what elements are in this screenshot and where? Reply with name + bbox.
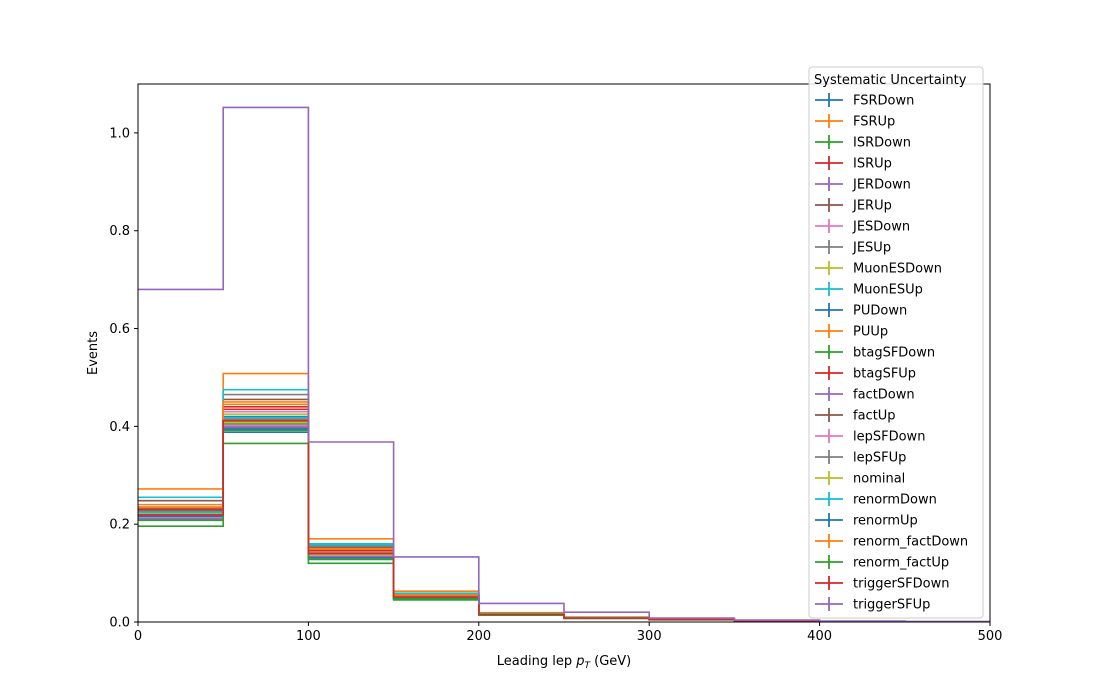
x-tick-label: 300: [637, 629, 662, 644]
legend-label: btagSFDown: [853, 346, 935, 361]
y-tick-label: 0.4: [109, 420, 130, 435]
x-axis-title-var: p: [575, 654, 584, 669]
legend-label: FSRDown: [853, 94, 914, 109]
legend-item-triggerSFDown: triggerSFDown: [815, 576, 949, 592]
legend-label: nominal: [853, 472, 905, 487]
x-axis-title: Leading lep pT (GeV): [497, 654, 631, 671]
legend-box: [808, 66, 984, 619]
y-tick-label: 0.6: [109, 322, 130, 337]
legend-item-MuonESUp: MuonESUp: [815, 282, 923, 298]
legend-label: btagSFUp: [853, 367, 916, 382]
axes-layer: [137, 83, 991, 623]
legend-label: ISRDown: [853, 136, 911, 151]
legend-item-PUUp: PUUp: [815, 324, 888, 340]
legend-item-renorm_factDown: renorm_factDown: [815, 534, 968, 550]
legend-label: lepSFUp: [853, 451, 906, 466]
legend-item-JERDown: JERDown: [815, 177, 911, 193]
legend-label: PUDown: [853, 304, 907, 319]
legend-item-factDown: factDown: [815, 387, 915, 403]
legend-item-PUDown: PUDown: [815, 303, 907, 319]
x-tick-label: 200: [466, 629, 491, 644]
x-tick-label: 0: [134, 629, 142, 644]
x-axis-title-suffix: (GeV): [590, 654, 631, 669]
legend-item-renorm_factUp: renorm_factUp: [815, 555, 949, 571]
legend-label: JESUp: [852, 241, 891, 256]
legend-label: lepSFDown: [853, 430, 925, 445]
legend-label: renormUp: [853, 514, 918, 529]
legend-label: PUUp: [853, 325, 888, 340]
legend-item-btagSFDown: btagSFDown: [815, 345, 935, 361]
legend-label: ISRUp: [853, 157, 892, 172]
legend-item-JESUp: JESUp: [815, 240, 891, 256]
legend-item-JESDown: JESDown: [815, 219, 910, 235]
y-tick-label: 0.0: [109, 616, 130, 631]
legend-item-btagSFUp: btagSFUp: [815, 366, 916, 382]
legend-label: JERUp: [852, 199, 892, 214]
legend-title: Systematic Uncertainty: [814, 73, 967, 88]
x-tick-label: 500: [978, 629, 1003, 644]
legend-label: JESDown: [852, 220, 910, 235]
y-axis-ticks: 0.0 0.2 0.4 0.6 0.8 1.0: [109, 126, 138, 631]
legend-label: renormDown: [853, 493, 937, 508]
legend-item-lepSFDown: lepSFDown: [815, 429, 925, 445]
legend-label: factDown: [853, 388, 915, 403]
legend-item-FSRDown: FSRDown: [815, 93, 914, 109]
legend-item-renormUp: renormUp: [815, 513, 918, 529]
y-axis-title: Events: [86, 331, 101, 375]
legend-label: triggerSFDown: [853, 577, 949, 592]
legend-label: renorm_factDown: [853, 535, 968, 550]
legend-label: FSRUp: [853, 115, 895, 130]
legend-item-JERUp: JERUp: [815, 198, 892, 214]
legend-label: JERDown: [852, 178, 911, 193]
x-tick-label: 400: [807, 629, 832, 644]
legend-label: factUp: [853, 409, 896, 424]
legend-label: MuonESUp: [853, 283, 923, 298]
x-axis-title-sub: T: [584, 661, 591, 671]
legend-item-factUp: factUp: [815, 408, 896, 424]
series-line-triggerSFUp: [138, 106, 990, 622]
series-layer: [138, 106, 990, 622]
legend-item-MuonESDown: MuonESDown: [815, 261, 942, 277]
legend-item-ISRDown: ISRDown: [815, 135, 911, 151]
legend-item-triggerSFUp: triggerSFUp: [815, 597, 930, 613]
legend-label: triggerSFUp: [853, 598, 930, 613]
legend-label: MuonESDown: [853, 262, 942, 277]
x-tick-label: 100: [296, 629, 321, 644]
x-axis-title-prefix: Leading lep: [497, 654, 576, 669]
x-axis-ticks: 0 100 200 300 400 500: [134, 622, 1003, 644]
legend-item-renormDown: renormDown: [815, 492, 937, 508]
axes-frame: [137, 83, 991, 623]
y-tick-label: 1.0: [109, 126, 130, 141]
legend-label: renorm_factUp: [853, 556, 949, 571]
y-tick-label: 0.8: [109, 224, 130, 239]
legend-item-nominal: nominal: [815, 471, 905, 487]
legend-item-ISRUp: ISRUp: [815, 156, 892, 172]
y-tick-label: 0.2: [109, 518, 130, 533]
legend-item-lepSFUp: lepSFUp: [815, 450, 906, 466]
legend: Systematic Uncertainty FSRDown FSRUp ISRDo…: [808, 66, 984, 619]
legend-item-FSRUp: FSRUp: [815, 114, 895, 130]
legend-items: FSRDown FSRUp ISRDown ISRUp JERDown JERUp JESD…: [815, 93, 968, 613]
